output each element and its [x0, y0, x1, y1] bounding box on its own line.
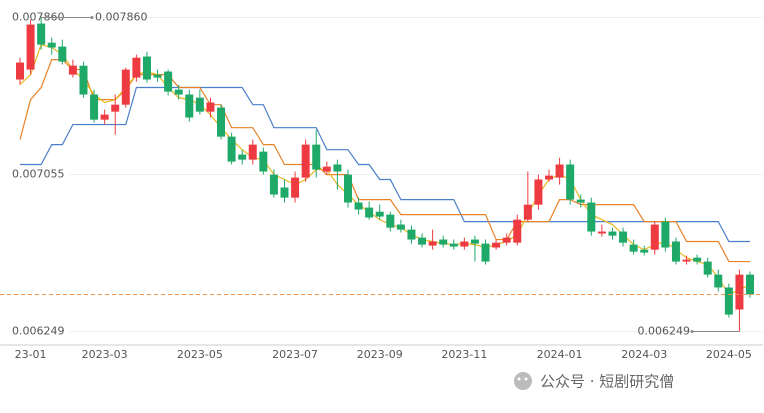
- candle-body: [640, 249, 649, 253]
- candle-body: [597, 231, 606, 234]
- candle-body: [227, 136, 236, 162]
- candle-body: [365, 207, 374, 218]
- candle-body: [407, 229, 416, 240]
- candle-body: [26, 24, 35, 70]
- candle-body: [121, 69, 130, 105]
- candle-body: [523, 204, 532, 220]
- candle-body: [375, 211, 384, 217]
- watermark: 公众号 · 短剧研究僧: [540, 373, 674, 391]
- candle-body: [111, 104, 120, 112]
- candle-body: [58, 46, 67, 62]
- y-tick-label: 0.007860: [12, 11, 65, 24]
- candle-body: [439, 239, 448, 245]
- candle-body: [16, 62, 24, 80]
- candle-body: [100, 114, 109, 120]
- candle-body: [650, 224, 659, 250]
- candle-body: [174, 89, 183, 95]
- wechat-icon: [514, 372, 532, 390]
- candle-body: [396, 224, 405, 230]
- min-annotation: 0.006249: [638, 325, 691, 338]
- x-tick-label: 2024-03: [621, 348, 667, 361]
- candle-body: [682, 259, 691, 262]
- candle-body: [195, 97, 204, 112]
- indicator-line: [19, 43, 751, 296]
- max-annotation: 0.007860: [95, 11, 148, 24]
- candle-body: [333, 164, 342, 172]
- candle-body: [746, 274, 755, 295]
- candle-body: [269, 174, 278, 195]
- candle-body: [735, 274, 744, 310]
- candle-body: [248, 144, 257, 160]
- candle-body: [576, 199, 585, 203]
- candle-body: [79, 65, 88, 95]
- candle-body: [608, 231, 617, 236]
- candle-body: [206, 102, 215, 112]
- candle-body: [502, 237, 511, 243]
- max-dot: [90, 16, 94, 20]
- candle-body: [132, 57, 141, 78]
- candle-body: [714, 274, 723, 288]
- indicator-line: [20, 86, 751, 243]
- candle-body: [661, 221, 670, 248]
- candle-body: [47, 42, 56, 48]
- candle-body: [449, 243, 458, 247]
- candle-body: [545, 175, 553, 180]
- min-dot: [690, 330, 694, 334]
- candle-body: [185, 94, 194, 118]
- candle-body: [238, 154, 247, 160]
- candle-body: [470, 239, 479, 244]
- candle-body: [343, 174, 352, 203]
- candle-body: [153, 74, 162, 78]
- candle-body: [724, 287, 733, 315]
- candle-body: [291, 177, 300, 198]
- candle-body: [259, 151, 268, 172]
- candle-body: [671, 241, 680, 262]
- candle-body: [534, 179, 543, 205]
- candle-body: [555, 164, 564, 178]
- y-tick-label: 0.006249: [12, 325, 65, 338]
- x-tick-label: 2023-05: [177, 348, 223, 361]
- candle-body: [37, 23, 46, 45]
- candle-body: [354, 202, 363, 210]
- candle-body: [428, 241, 437, 246]
- candle-body: [492, 242, 501, 248]
- x-tick-label: 2024-05: [706, 348, 752, 361]
- candle-body: [386, 214, 395, 228]
- candle-body: [460, 241, 469, 247]
- candle-body: [513, 219, 522, 243]
- candle-body: [703, 261, 712, 275]
- candle-body: [164, 71, 173, 92]
- x-tick-label: 2023-09: [357, 348, 403, 361]
- x-tick-label: 2023-03: [82, 348, 128, 361]
- x-tick-label: 2024-01: [537, 348, 583, 361]
- indicator-line: [19, 59, 751, 263]
- candle-body: [693, 257, 702, 262]
- candle-body: [280, 187, 289, 198]
- candle-body: [90, 94, 99, 120]
- candle-body: [619, 231, 628, 243]
- candle-body: [481, 243, 490, 262]
- candle-body: [312, 144, 321, 170]
- candle-body: [629, 244, 638, 252]
- candle-body: [68, 65, 77, 75]
- x-tick-label: 2023-07: [272, 348, 318, 361]
- candle-body: [217, 107, 226, 137]
- y-tick-label: 0.007055: [12, 167, 65, 180]
- x-tick-label: 23-01: [15, 348, 47, 361]
- x-tick-label: 2023-11: [441, 348, 487, 361]
- candle-body: [142, 56, 151, 80]
- candle-body: [301, 144, 310, 178]
- candle-body: [566, 164, 575, 200]
- candle-body: [418, 237, 427, 245]
- candle-body: [322, 166, 331, 172]
- candle-body: [587, 202, 596, 232]
